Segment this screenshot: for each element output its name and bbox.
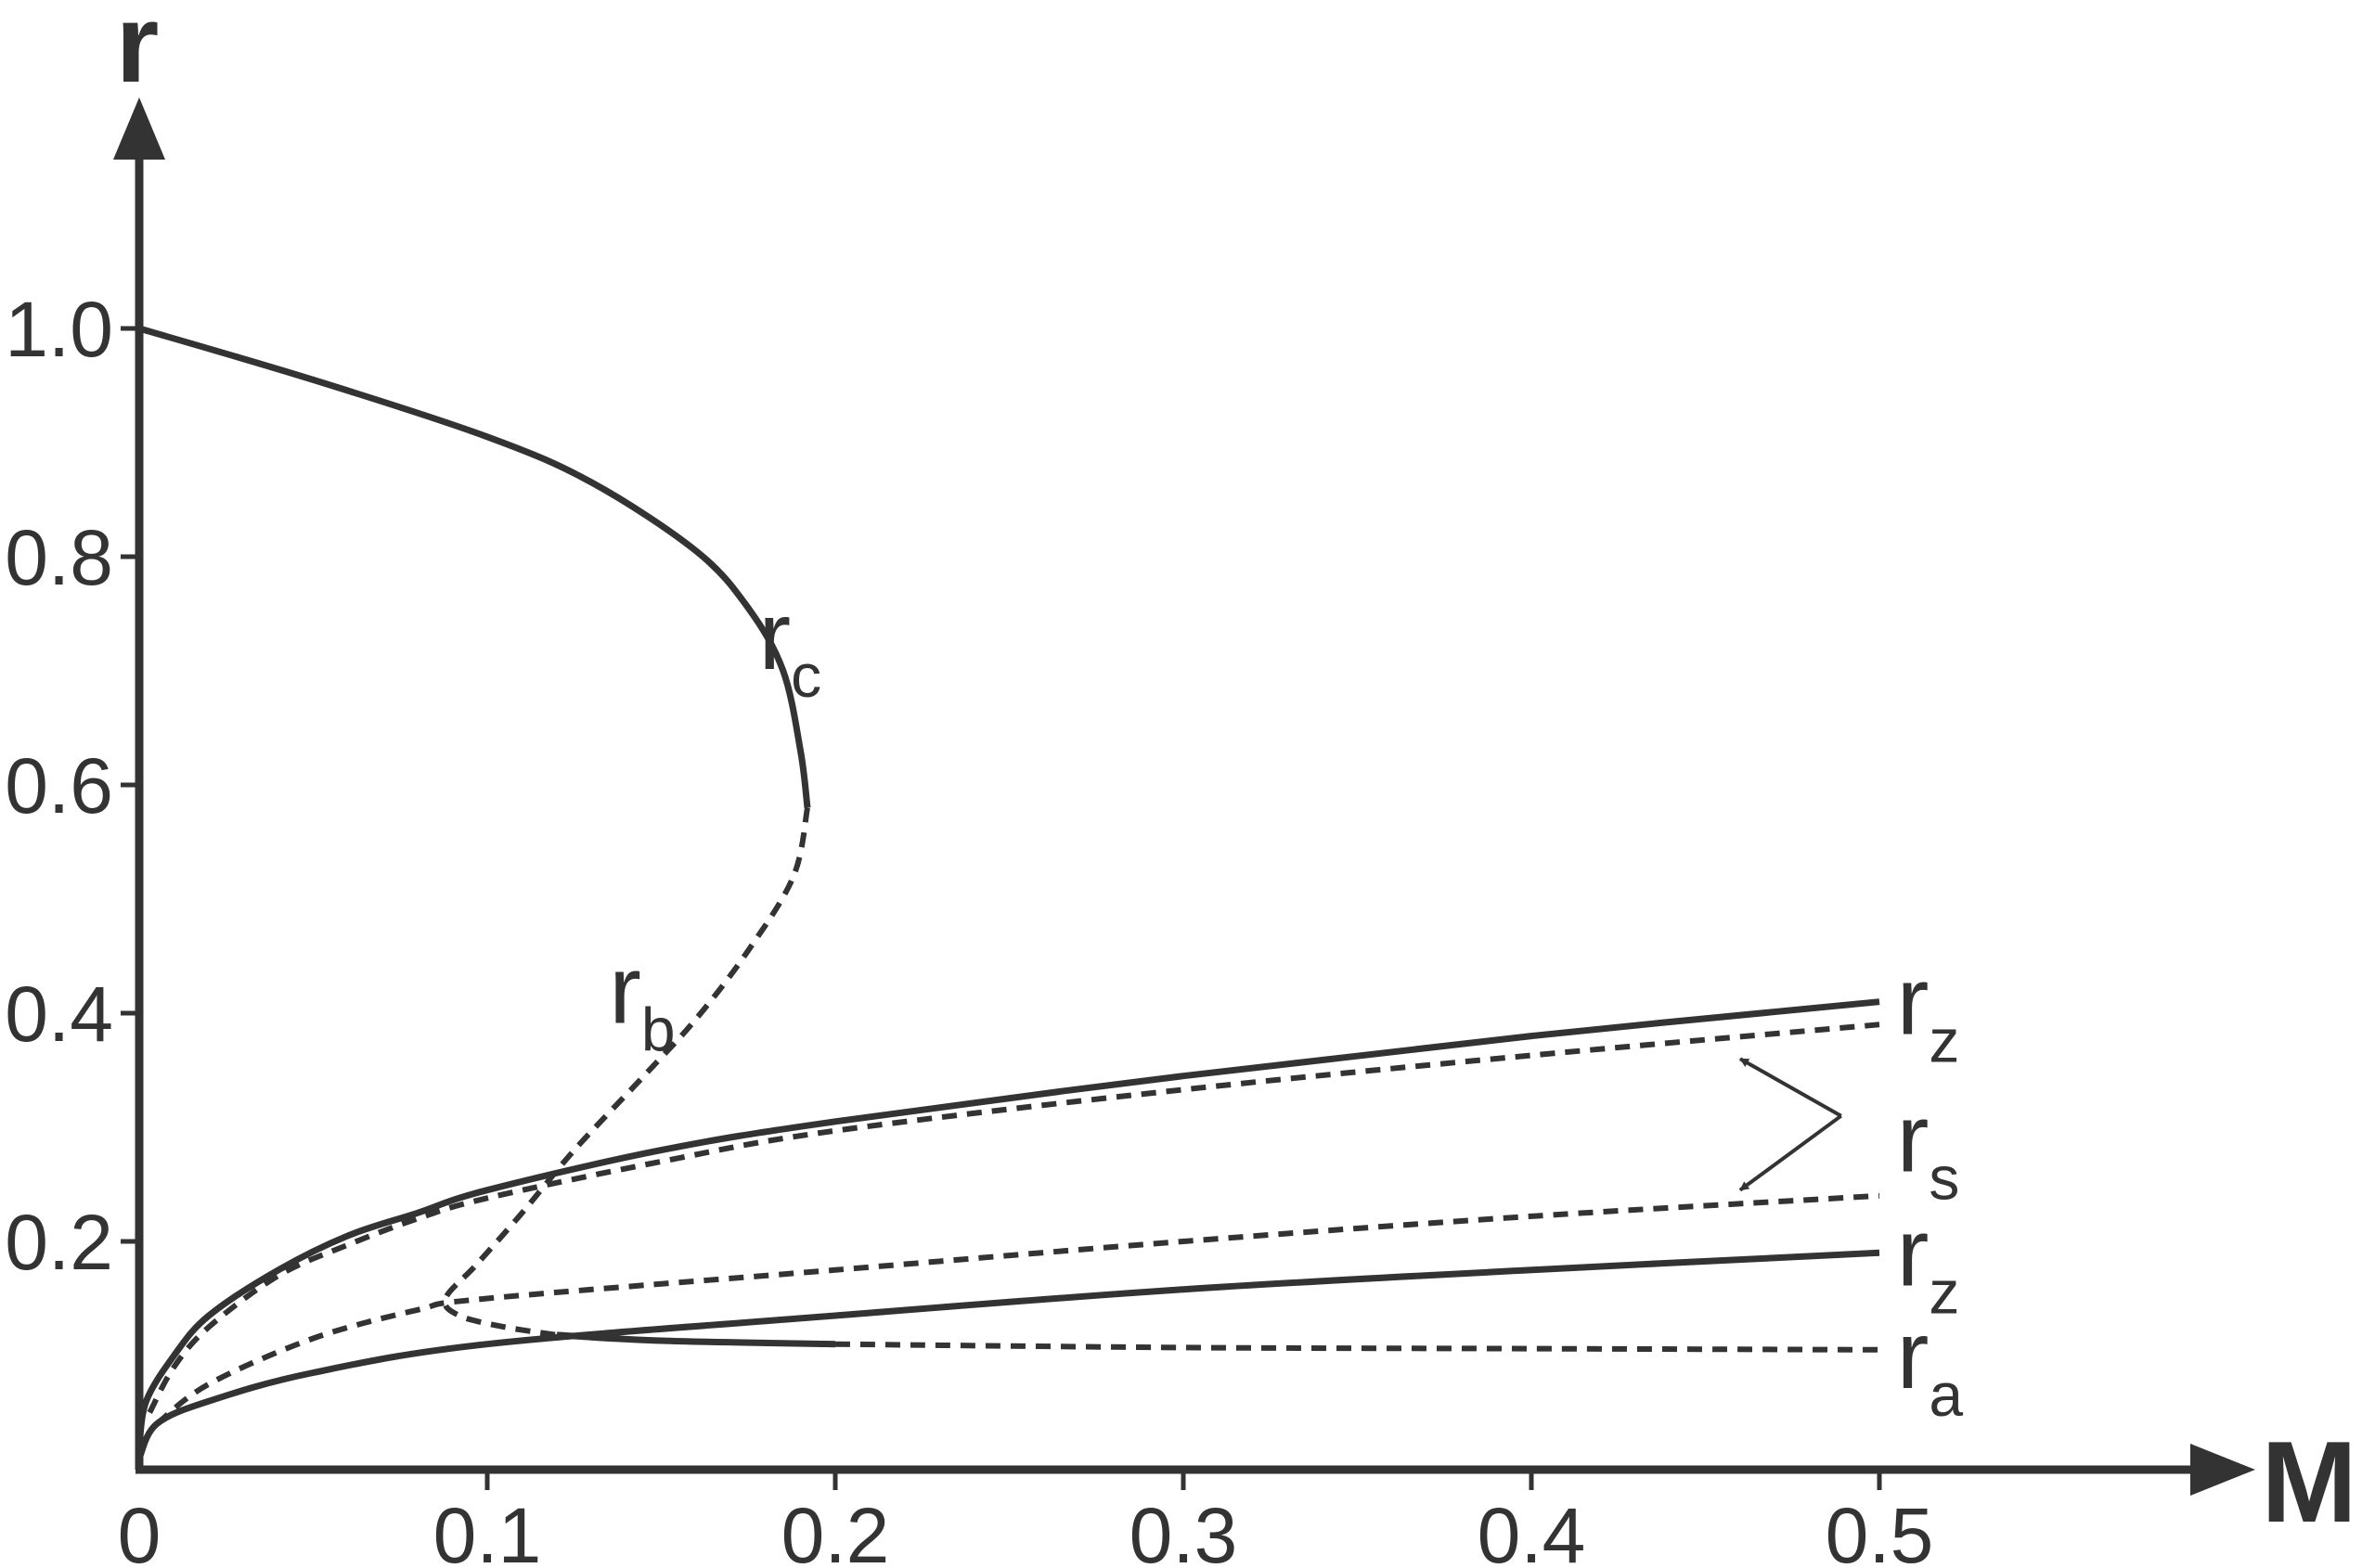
y-tick-label: 0.2 bbox=[5, 1199, 113, 1286]
x-tick-label: 0.1 bbox=[433, 1492, 542, 1568]
curve-rc-solid bbox=[138, 325, 811, 809]
rs-pointer-arrow-0 bbox=[1739, 1057, 1842, 1118]
y-tick-label: 0.4 bbox=[5, 970, 113, 1058]
y-axis-arrowhead bbox=[113, 97, 165, 160]
axes bbox=[113, 97, 2255, 1496]
x-tick-label: 0.2 bbox=[781, 1492, 890, 1568]
curve-label-rb: rb bbox=[609, 936, 675, 1063]
curve-rz-solid bbox=[136, 1249, 1880, 1460]
y-axis-title: r bbox=[116, 0, 160, 106]
curve-label-rz: rz bbox=[1897, 1199, 1960, 1326]
curves bbox=[136, 325, 1880, 1460]
curve-label-rz: rz bbox=[1897, 948, 1960, 1075]
curve-label-rc: rc bbox=[759, 583, 822, 710]
x-axis-arrowhead bbox=[2190, 1444, 2255, 1496]
x-axis-title: M bbox=[2261, 1419, 2356, 1547]
curve-label-ra: ra bbox=[1897, 1302, 1964, 1429]
rs-pointer-arrow-1 bbox=[1738, 1114, 1842, 1192]
curve-label-rs: rs bbox=[1897, 1085, 1960, 1212]
y-tick-label: 0.6 bbox=[5, 742, 113, 829]
x-tick-label: 0.3 bbox=[1129, 1492, 1238, 1568]
curve-rz-solid bbox=[136, 998, 1880, 1447]
x-tick-label: 0 bbox=[118, 1492, 161, 1568]
curve-rs-dashed bbox=[147, 1022, 1880, 1414]
curve-rb-dashed bbox=[442, 807, 810, 1338]
curve-rs-dashed bbox=[154, 1192, 1880, 1427]
x-tick-label: 0.5 bbox=[1826, 1492, 1934, 1568]
x-tick-label: 0.4 bbox=[1478, 1492, 1586, 1568]
label-arrows bbox=[1738, 1057, 1842, 1192]
curve-ra-dashed bbox=[834, 1341, 1880, 1353]
y-tick-label: 0.8 bbox=[5, 514, 113, 601]
y-tick-label: 1.0 bbox=[5, 286, 113, 373]
ticks: 0 0.1 0.2 0.3 0.4 0.5 0.2 0.4 0.6 0.8 1.0 bbox=[5, 286, 1933, 1568]
